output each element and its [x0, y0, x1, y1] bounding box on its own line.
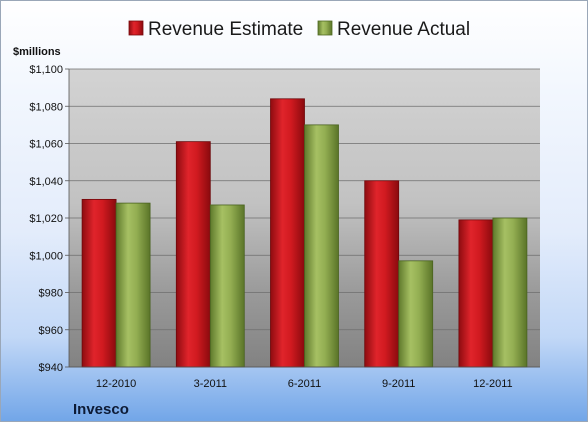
bar-actual-12-2010 [115, 202, 151, 368]
bar-actual-6-2011 [304, 124, 339, 368]
y-tick-label: $1,020 [29, 213, 63, 225]
y-tick-label: $940 [39, 362, 63, 374]
x-tick-label: 6-2011 [288, 378, 321, 390]
legend-item-estimate: Revenue Estimate [128, 19, 303, 40]
legend-item-actual: Revenue Actual [317, 19, 470, 40]
y-tick-label: $980 [39, 288, 63, 300]
x-tick-label: 12-2010 [96, 378, 136, 390]
y-tick-label: $1,000 [29, 250, 63, 262]
x-axis-ticks: 12-2010 3-2011 6-2011 9-2011 12-2011 [69, 366, 540, 390]
legend: Revenue Estimate Revenue Actual [128, 19, 470, 40]
y-tick-label: $1,060 [29, 139, 63, 151]
company-name: Invesco [73, 401, 129, 418]
bar-estimate-6-2011 [270, 98, 305, 368]
y-tick-label: $1,080 [29, 101, 63, 113]
y-tick-label: $1,040 [29, 176, 63, 188]
bar-actual-12-2011 [492, 217, 528, 368]
y-axis-unit-label: $millions [13, 46, 61, 58]
bars [81, 98, 528, 368]
x-tick-label: 3-2011 [194, 378, 227, 390]
bar-actual-9-2011 [398, 260, 434, 368]
legend-label-estimate: Revenue Estimate [148, 19, 303, 40]
bar-estimate-12-2010 [81, 198, 117, 368]
bar-estimate-9-2011 [364, 180, 400, 368]
bar-estimate-3-2011 [175, 141, 211, 368]
y-tick-label: $960 [39, 325, 63, 337]
x-tick-label: 12-2011 [473, 378, 513, 390]
legend-label-actual: Revenue Actual [337, 19, 470, 40]
legend-swatch-actual [317, 20, 333, 36]
bar-estimate-12-2011 [458, 219, 494, 368]
x-tick-label: 9-2011 [382, 378, 415, 390]
y-axis-ticks: $940 $960 $980 $1,000 $1,020 $1,040 $1,060 $1,0… [29, 64, 70, 374]
legend-swatch-estimate [128, 20, 144, 36]
bar-actual-3-2011 [209, 204, 245, 368]
y-tick-label: $1,100 [29, 64, 63, 76]
